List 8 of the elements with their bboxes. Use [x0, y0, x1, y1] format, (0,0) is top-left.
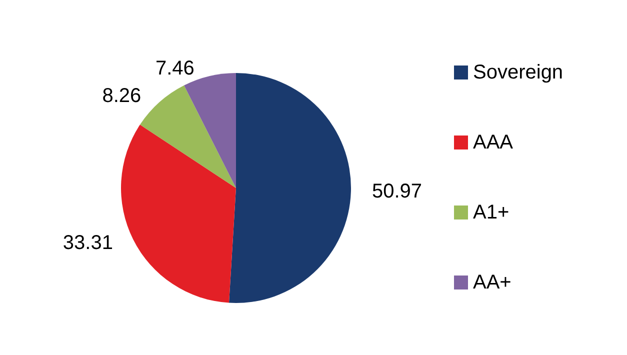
data-label: 8.26	[102, 85, 142, 108]
data-label: 50.97	[372, 180, 422, 203]
legend-label: AA+	[473, 272, 512, 294]
legend-label: AAA	[473, 132, 514, 154]
data-label: 7.46	[156, 57, 194, 80]
legend-label: A1+	[473, 202, 510, 224]
data-label: 33.31	[62, 232, 113, 254]
legend-label: Sovereign	[473, 62, 564, 84]
